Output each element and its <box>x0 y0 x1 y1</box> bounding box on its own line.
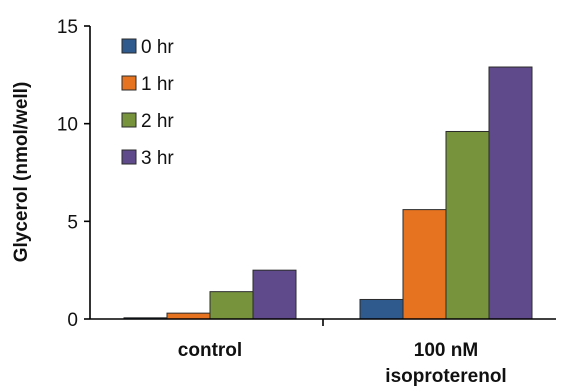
x-axis-labels: control 100 nM isoproterenol <box>178 340 507 387</box>
legend-swatch <box>121 75 137 91</box>
legend-label: 2 hr <box>141 111 174 132</box>
x-category-label: 100 nM <box>414 340 478 361</box>
bar-2-hr-group-1 <box>209 291 254 320</box>
y-tick-label: 10 <box>57 115 78 136</box>
x-category-label: isoproterenol <box>385 366 506 387</box>
legend-label: 1 hr <box>141 74 174 95</box>
y-axis-ticks: 0 5 10 15 <box>57 17 90 331</box>
x-category-label: control <box>178 340 242 361</box>
legend-label: 3 hr <box>141 148 174 169</box>
y-tick-label: 5 <box>67 212 78 233</box>
y-tick-label: 15 <box>57 17 78 38</box>
legend-label: 0 hr <box>141 37 174 58</box>
legend-swatch <box>121 112 137 128</box>
legend-swatch <box>121 149 137 165</box>
y-tick-label: 0 <box>67 310 78 331</box>
bars <box>123 66 533 320</box>
bar-1-hr-group-2 <box>402 209 447 320</box>
bar-2-hr-group-2 <box>445 130 490 320</box>
bar-3-hr-group-1 <box>252 269 297 320</box>
y-axis-label: Glycerol (nmol/well) <box>11 82 32 263</box>
legend-swatch <box>121 38 137 54</box>
bar-3-hr-group-2 <box>488 66 533 320</box>
bar-0-hr-group-2 <box>359 298 404 320</box>
axes <box>89 26 556 326</box>
legend: 0 hr 1 hr 2 hr 3 hr <box>121 37 174 169</box>
bar-1-hr-group-1 <box>166 312 211 320</box>
